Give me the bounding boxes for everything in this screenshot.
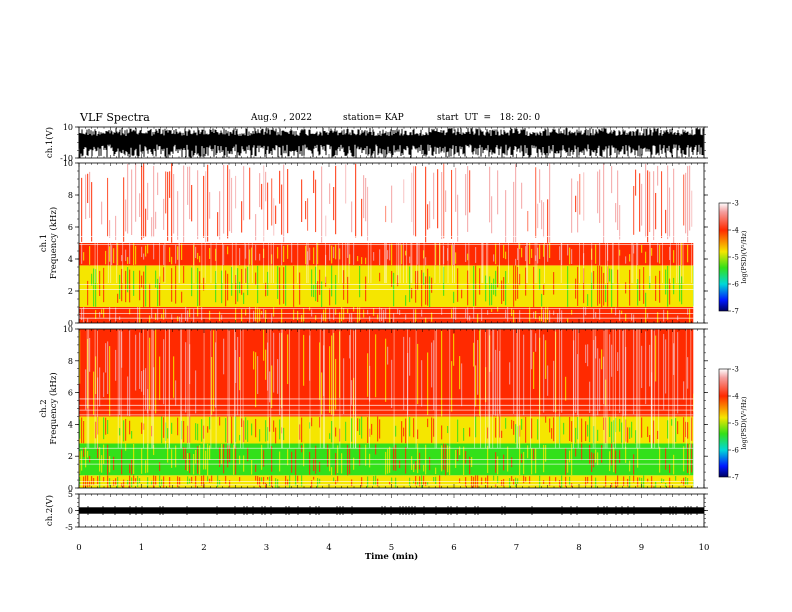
x-tick-label: 6: [451, 543, 456, 553]
colorbar: [718, 368, 729, 478]
start-time-label: start UT = 18: 20: 0: [437, 113, 541, 123]
y-axis-label: Frequency (kHz): [48, 372, 59, 444]
x-tick-label: 4: [326, 543, 331, 553]
waveform-trace: [78, 128, 704, 158]
x-axis-label: Time (min): [365, 551, 418, 562]
colorbar-tick-label: -3: [732, 200, 739, 208]
x-tick-label: 5: [389, 543, 394, 553]
x-tick-label: 7: [514, 543, 519, 553]
colorbar-tick-label: -6: [732, 447, 739, 455]
spectrogram-texture: [81, 243, 689, 266]
y-tick-label: 10: [63, 123, 73, 132]
colorbar-tick-label: -7: [732, 308, 739, 316]
spectrogram-horizontal-lines: [79, 236, 694, 319]
y-tick-label: 8: [68, 191, 73, 200]
x-tick-label: 3: [264, 543, 269, 553]
y-axis-label: Frequency (kHz): [48, 207, 59, 279]
y-axis-label: ch.2: [39, 399, 49, 417]
y-tick-label: 0: [68, 319, 73, 328]
y-tick-label: 4: [68, 255, 73, 264]
x-tick-label: 2: [201, 543, 206, 553]
spectrogram-streaks: [86, 329, 692, 449]
colorbar-tick-label: -7: [732, 474, 739, 482]
y-tick-label: 4: [68, 420, 73, 429]
spectrogram-streaks: [94, 163, 693, 283]
y-axis-label: ch.1(V): [44, 127, 55, 158]
y-axis-label: ch.2(V): [44, 495, 55, 526]
spectrogram-horizontal-lines: [79, 398, 694, 486]
x-tick-label: 10: [699, 543, 710, 553]
x-tick-label: 0: [76, 543, 81, 553]
y-tick-label: -5: [65, 523, 73, 532]
y-tick-label: 0: [68, 484, 73, 493]
y-tick-label: -10: [60, 154, 73, 163]
y-tick-label: 6: [68, 389, 73, 398]
colorbar: [718, 202, 729, 312]
y-tick-label: 2: [68, 287, 73, 296]
y-tick-label: 8: [68, 357, 73, 366]
y-tick-label: 6: [68, 223, 73, 232]
y-tick-label: 2: [68, 452, 73, 461]
date-label: Aug.9 , 2022: [251, 113, 312, 123]
y-tick-label: 5: [68, 490, 73, 499]
y-axis-label: ch.1: [39, 234, 49, 252]
colorbar-tick-label: -6: [732, 281, 739, 289]
figure-title: VLF Spectra: [80, 111, 150, 124]
station-label: station= KAP: [343, 113, 404, 123]
colorbar-label: log(PSD)(V²/Hz): [740, 230, 748, 283]
y-tick-label: 10: [63, 159, 73, 168]
colorbar-label: log(PSD)(V²/Hz): [740, 396, 748, 449]
colorbar-tick-label: -5: [732, 420, 739, 428]
colorbar-tick-label: -3: [732, 366, 739, 374]
colorbar-tick-label: -5: [732, 254, 739, 262]
x-tick-label: 1: [139, 543, 144, 553]
y-tick-label: 0: [68, 507, 73, 516]
waveform-trace: [79, 506, 704, 515]
colorbar-tick-label: -4: [732, 393, 739, 401]
x-tick-label: 8: [576, 543, 581, 553]
colorbar-tick-label: -4: [732, 227, 739, 235]
x-tick-label: 9: [639, 543, 644, 553]
y-tick-label: 10: [63, 325, 73, 334]
